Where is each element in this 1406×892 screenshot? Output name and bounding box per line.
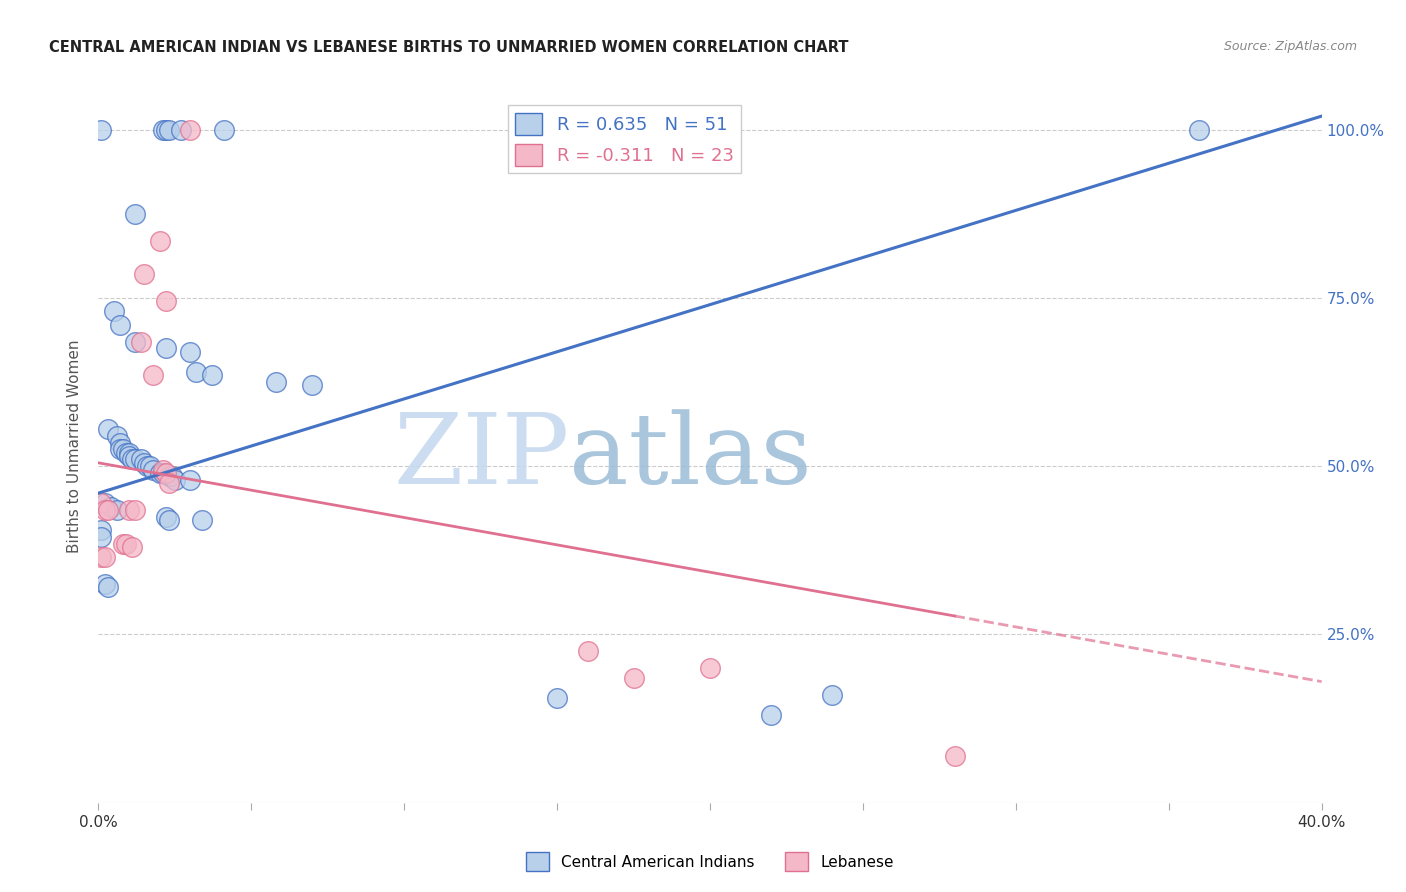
Point [103,304,125,318]
Point [1188,122,1211,136]
Point [139,459,162,474]
Point [152,462,174,476]
Point [155,122,177,136]
Point [546,691,568,706]
Point [155,294,177,309]
Point [179,473,201,487]
Point [118,449,141,463]
Point [152,466,174,480]
Point [155,342,177,356]
Point [157,476,180,491]
Point [124,452,146,467]
Point [124,503,146,517]
Point [157,513,180,527]
Point [97,422,120,436]
Point [160,469,183,483]
Point [200,368,222,383]
Text: atlas: atlas [569,409,813,505]
Point [301,378,323,392]
Point [124,334,146,349]
Point [699,661,721,675]
Point [943,748,966,763]
Point [108,442,131,457]
Point [142,368,165,383]
Point [90,550,112,565]
Point [134,268,156,282]
Point [90,530,112,544]
Point [212,122,235,136]
Point [121,452,143,467]
Y-axis label: Births to Unmarried Women: Births to Unmarried Women [67,339,83,553]
Point [108,435,131,450]
Point [100,500,122,514]
Text: Source: ZipAtlas.com: Source: ZipAtlas.com [1223,40,1357,54]
Point [136,459,159,474]
Legend: Central American Indians, Lebanese: Central American Indians, Lebanese [520,847,900,877]
Point [191,513,214,527]
Point [118,503,141,517]
Point [134,456,156,470]
Point [111,442,134,457]
Point [186,365,208,379]
Point [142,462,165,476]
Point [149,234,172,248]
Point [90,122,112,136]
Point [97,580,120,594]
Point [129,452,152,467]
Point [105,503,128,517]
Text: CENTRAL AMERICAN INDIAN VS LEBANESE BIRTHS TO UNMARRIED WOMEN CORRELATION CHART: CENTRAL AMERICAN INDIAN VS LEBANESE BIRT… [49,40,849,55]
Point [179,122,201,136]
Point [105,429,128,443]
Point [97,503,120,517]
Point [157,469,180,483]
Point [115,536,138,550]
Point [93,496,115,510]
Point [93,503,115,517]
Point [157,122,180,136]
Point [155,466,177,480]
Point [149,466,172,480]
Point [90,523,112,537]
Point [759,708,782,723]
Point [576,644,599,658]
Point [170,122,193,136]
Point [124,207,146,221]
Point [129,334,152,349]
Point [121,540,143,554]
Point [623,671,645,685]
Point [118,446,141,460]
Point [821,688,844,702]
Point [108,318,131,332]
Point [93,550,115,565]
Point [152,122,174,136]
Point [111,536,134,550]
Point [264,375,287,389]
Text: ZIP: ZIP [394,409,569,505]
Point [115,446,138,460]
Point [179,344,201,359]
Point [93,577,115,591]
Point [155,509,177,524]
Point [90,496,112,510]
Point [163,473,186,487]
